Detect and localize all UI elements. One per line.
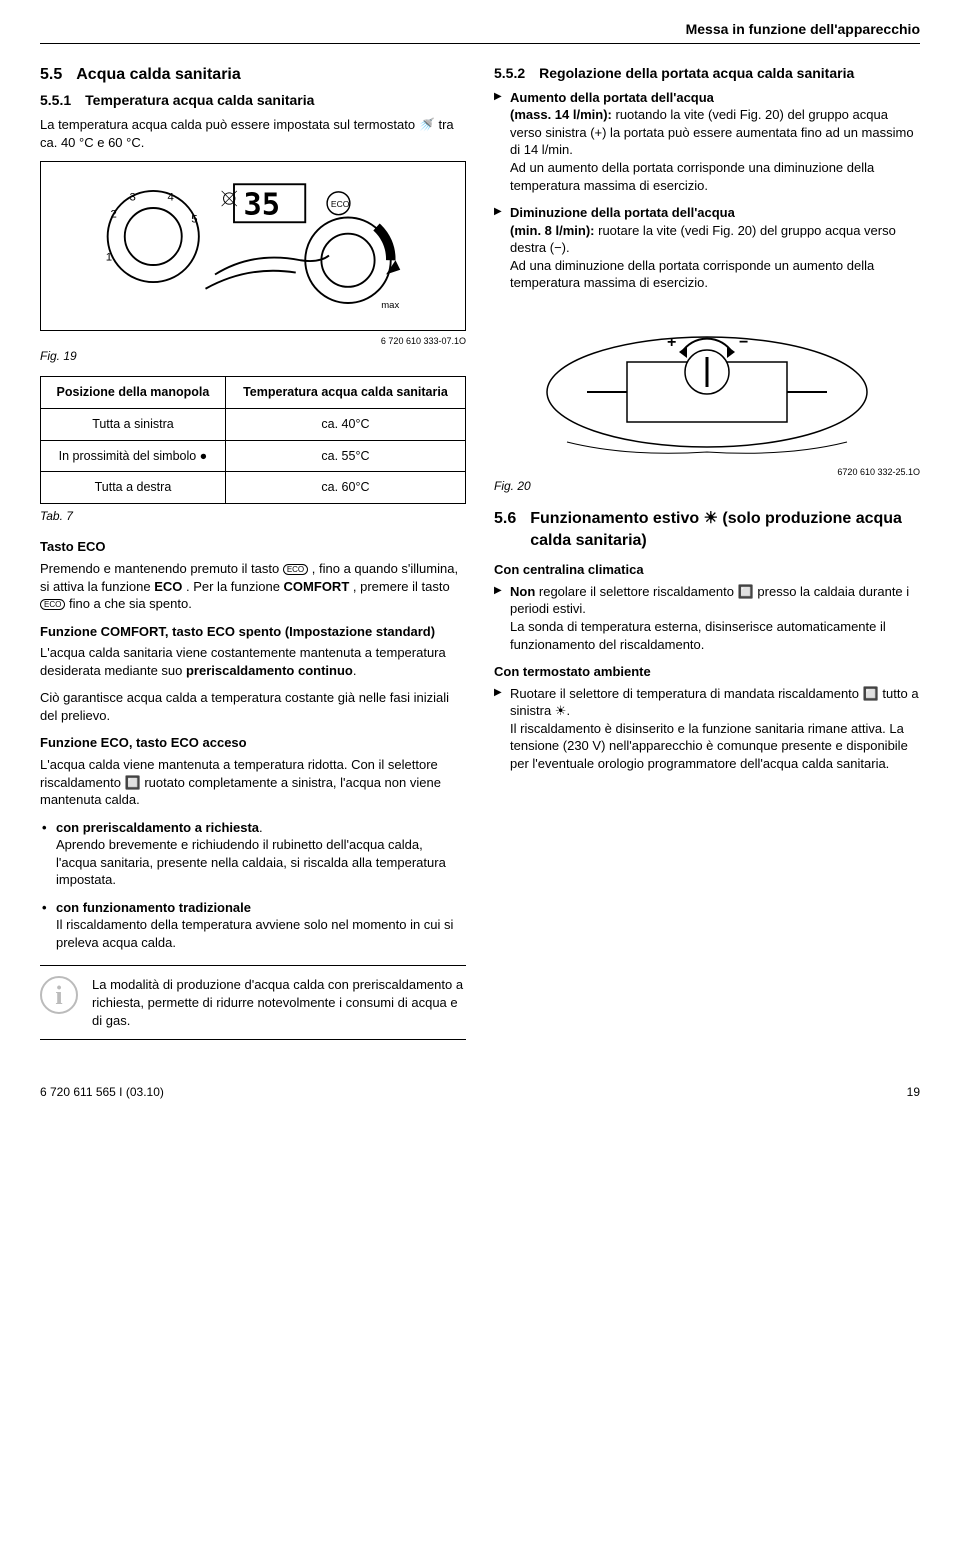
footer-doc-ref: 6 720 611 565 I (03.10): [40, 1084, 164, 1100]
triangle-list: Non regolare il selettore riscaldamento …: [494, 583, 920, 653]
svg-text:−: −: [739, 334, 748, 351]
bullet-text: Il riscaldamento della temperatura avvie…: [56, 917, 453, 950]
text-span: , premere il tasto: [353, 579, 450, 594]
table-cell: ca. 55°C: [225, 440, 465, 472]
table-cell: In prossimità del simbolo ●: [41, 440, 226, 472]
table-header-col2: Temperatura acqua calda sanitaria: [225, 376, 465, 408]
footer-page-number: 19: [907, 1084, 920, 1100]
heading-5-5-2: 5.5.2 Regolazione della portata acqua ca…: [494, 64, 920, 83]
text-span: La sonda di temperatura esterna, disinse…: [510, 619, 886, 652]
eco-button-icon: ECO: [283, 564, 308, 576]
figure-20-caption: Fig. 20: [494, 478, 920, 494]
eco-on-paragraph: L'acqua calda viene mantenuta a temperat…: [40, 756, 466, 809]
table-7-caption: Tab. 7: [40, 508, 466, 524]
heading-5-5-1: 5.5.1 Temperatura acqua calda sanitaria: [40, 91, 466, 110]
valve-illustration: + −: [494, 302, 920, 462]
list-item: con preriscaldamento a richiesta. Aprend…: [40, 819, 466, 889]
text-span: regolare il selettore riscaldamento 🔲 pr…: [510, 584, 909, 617]
eco-button-icon: ECO: [40, 599, 65, 611]
list-item: Diminuzione della portata dell'acqua (mi…: [494, 204, 920, 292]
heading-text: Temperatura acqua calda sanitaria: [85, 91, 466, 110]
comfort-paragraph-1: L'acqua calda sanitaria viene costanteme…: [40, 644, 466, 679]
figure-19-ref: 6 720 610 333-07.1O: [40, 335, 466, 347]
termostato-heading: Con termostato ambiente: [494, 663, 920, 681]
bold-span: preriscaldamento continuo: [186, 663, 353, 678]
svg-text:1: 1: [106, 252, 112, 264]
heading-num: 5.6: [494, 508, 516, 551]
text-span: Premendo e mantenendo premuto il tasto: [40, 561, 283, 576]
svg-text:max: max: [381, 300, 399, 311]
text-span: Ad una diminuzione della portata corrisp…: [510, 258, 874, 291]
svg-text:3: 3: [130, 192, 136, 204]
svg-text:2: 2: [111, 209, 117, 221]
text-span: . Per la funzione: [186, 579, 284, 594]
heading-text: Regolazione della portata acqua calda sa…: [539, 64, 920, 83]
eco-on-heading: Funzione ECO, tasto ECO acceso: [40, 734, 466, 752]
page-footer: 6 720 611 565 I (03.10) 19: [40, 1084, 920, 1100]
svg-text:+: +: [667, 334, 676, 351]
table-cell: ca. 60°C: [225, 472, 465, 504]
table-header-col1: Posizione della manopola: [41, 376, 226, 408]
figure-19-caption: Fig. 19: [40, 348, 466, 364]
svg-text:ECO: ECO: [331, 200, 350, 210]
heading-text: Funzionamento estivo ☀ (solo produzione …: [530, 508, 920, 551]
figure-20-box: + −: [494, 302, 920, 462]
table-row: Tutta a sinistra ca. 40°C: [41, 408, 466, 440]
table-cell: Tutta a sinistra: [41, 408, 226, 440]
comfort-paragraph-2: Ciò garantisce acqua calda a temperatura…: [40, 689, 466, 724]
heading-text: Acqua calda sanitaria: [76, 64, 241, 86]
table-row: Tutta a destra ca. 60°C: [41, 472, 466, 504]
bold-span: (mass. 14 l/min):: [510, 107, 615, 122]
heading-5-6: 5.6 Funzionamento estivo ☀ (solo produzi…: [494, 508, 920, 551]
triangle-list: Ruotare il selettore di temperatura di m…: [494, 685, 920, 773]
svg-text:35: 35: [244, 188, 281, 223]
table-row: In prossimità del simbolo ● ca. 55°C: [41, 440, 466, 472]
svg-text:4: 4: [168, 192, 174, 204]
bold-span: Diminuzione della portata dell'acqua: [510, 205, 735, 220]
figure-19-box: 2 3 4 5 1 35 ECO max: [40, 161, 466, 331]
triangle-list: Aumento della portata dell'acqua (mass. …: [494, 89, 920, 292]
tasto-eco-heading: Tasto ECO: [40, 538, 466, 556]
text-span: fino a che sia spento.: [69, 596, 192, 611]
text-span: .: [353, 663, 357, 678]
svg-text:5: 5: [191, 214, 197, 226]
info-text: La modalità di produzione d'acqua calda …: [92, 976, 466, 1029]
table-cell: ca. 40°C: [225, 408, 465, 440]
list-item: Aumento della portata dell'acqua (mass. …: [494, 89, 920, 194]
list-item: Non regolare il selettore riscaldamento …: [494, 583, 920, 653]
centralina-heading: Con centralina climatica: [494, 561, 920, 579]
heading-num: 5.5.2: [494, 64, 525, 83]
bullet-text: Aprendo brevemente e richiudendo il rubi…: [56, 837, 446, 887]
page-header-title: Messa in funzione dell'apparecchio: [40, 20, 920, 44]
bullet-heading: con funzionamento tradizionale: [56, 900, 251, 915]
heading-5-5: 5.5 Acqua calda sanitaria: [40, 64, 466, 86]
heading-num: 5.5.1: [40, 91, 71, 110]
dial-illustration: 2 3 4 5 1 35 ECO max: [49, 170, 457, 322]
info-icon: i: [40, 976, 78, 1014]
right-column: 5.5.2 Regolazione della portata acqua ca…: [494, 64, 920, 1054]
heading-num: 5.5: [40, 64, 62, 86]
bullet-heading: con preriscaldamento a richiesta: [56, 820, 259, 835]
text-span: Ruotare il selettore di temperatura di m…: [510, 686, 919, 719]
comfort-bold: COMFORT: [284, 579, 350, 594]
info-block: i La modalità di produzione d'acqua cald…: [40, 965, 466, 1040]
table-cell: Tutta a destra: [41, 472, 226, 504]
intro-paragraph: La temperatura acqua calda può essere im…: [40, 116, 466, 151]
eco-bold: ECO: [154, 579, 182, 594]
bullet-list: con preriscaldamento a richiesta. Aprend…: [40, 819, 466, 952]
tasto-eco-paragraph: Premendo e mantenendo premuto il tasto E…: [40, 560, 466, 613]
bold-span: (min. 8 l/min):: [510, 223, 598, 238]
figure-20-ref: 6720 610 332-25.1O: [494, 466, 920, 478]
temperature-table: Posizione della manopola Temperatura acq…: [40, 376, 466, 505]
text-span: Ad un aumento della portata corrisponde …: [510, 160, 874, 193]
text-span: Il riscaldamento è disinserito e la funz…: [510, 721, 908, 771]
list-item: con funzionamento tradizionale Il riscal…: [40, 899, 466, 952]
comfort-heading: Funzione COMFORT, tasto ECO spento (Impo…: [40, 623, 466, 641]
bold-span: Non: [510, 584, 535, 599]
left-column: 5.5 Acqua calda sanitaria 5.5.1 Temperat…: [40, 64, 466, 1054]
list-item: Ruotare il selettore di temperatura di m…: [494, 685, 920, 773]
bold-span: Aumento della portata dell'acqua: [510, 90, 714, 105]
